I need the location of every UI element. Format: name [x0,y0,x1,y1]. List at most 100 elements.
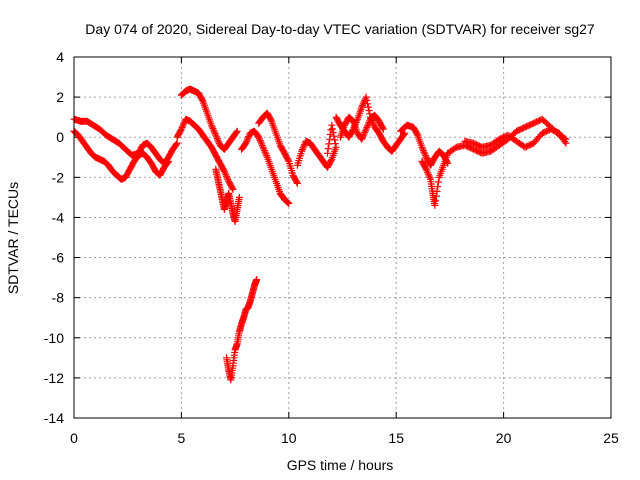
data-point [267,116,275,124]
data-point [258,140,266,148]
data-point [260,145,268,153]
series-arc-c [173,115,237,193]
data-point [431,201,439,209]
data-point [212,131,220,139]
series-arc-k [336,111,387,143]
y-tick-label: -10 [44,330,64,346]
data-point [173,139,181,147]
axis-ticks [73,56,612,419]
series-arc-a [70,127,172,183]
data-point [327,157,335,165]
data-point [328,121,336,129]
data-point [180,120,187,128]
data-point [253,276,261,284]
data-point [422,165,430,173]
x-tick-labels: 0 5 10 15 20 25 [70,430,619,446]
series-arc-i [293,121,340,171]
data-point [223,174,231,182]
data-point [179,122,187,130]
data-point [177,125,185,133]
data-point [379,125,387,133]
data-point [361,127,369,135]
data-point [209,125,217,132]
data-point [293,178,301,186]
series-arc-o [461,125,570,151]
data-point [213,135,221,143]
data-point [360,130,368,138]
series-arc-g [255,109,301,187]
data-point [245,133,253,141]
data-point [210,126,218,134]
x-tick-label: 5 [178,430,186,446]
data-point [425,172,433,180]
data-point [362,125,370,133]
data-point [421,150,429,158]
data-point [422,164,430,172]
data-point [208,123,216,131]
data-point [426,174,434,182]
data-point [561,138,569,146]
data-point [255,135,263,143]
data-point [178,124,186,131]
data-point [233,128,240,136]
data-point [325,140,333,148]
y-tick-label: -6 [52,250,65,266]
data-point [215,138,223,146]
data-point [420,148,428,156]
data-point [413,130,421,138]
data-point [365,107,373,114]
x-tick-label: 15 [388,430,404,446]
data-point [422,152,430,160]
data-point [400,130,408,138]
series-arc-b [70,115,181,167]
data-point [213,133,220,141]
data-point [363,124,371,131]
data-point [324,149,331,157]
data-point [364,100,372,108]
data-point [284,156,292,164]
data-point [222,171,230,179]
data-point [220,166,228,174]
y-tick-label: -2 [52,169,65,185]
y-tick-label: -4 [52,209,65,225]
data-point [261,148,269,156]
data-point [284,199,292,207]
data-point [299,144,307,152]
series-arc-f [238,127,293,207]
data-point [359,102,366,109]
data-point [198,96,206,104]
data-point [293,179,301,187]
data-point [364,103,372,111]
data-point [258,142,266,150]
data-point [263,152,271,160]
data-point [326,131,334,138]
data-point [359,134,366,142]
series-arc-j [332,93,409,155]
series-arc-e [212,165,243,225]
data-point [424,170,432,178]
data-points [70,85,570,384]
data-point [208,121,215,129]
x-tick-label: 20 [496,430,512,446]
x-tick-label: 10 [281,430,297,446]
data-point [298,147,306,155]
data-point [259,143,267,151]
data-point [361,95,369,103]
data-point [324,145,332,153]
data-point [262,150,270,158]
data-point [379,124,387,132]
grid-lines [74,57,611,418]
data-point [211,130,219,137]
chart-title: Day 074 of 2020, Sidereal Day-to-day VTE… [85,21,595,37]
data-point [172,140,180,148]
data-point [361,129,369,136]
data-point [243,136,251,144]
y-tick-label: -14 [44,410,64,426]
data-point [329,125,336,133]
data-point [244,134,252,142]
plot-frame [73,56,612,419]
y-tick-label: 2 [56,89,64,105]
data-point [255,133,263,141]
data-point [300,142,308,150]
